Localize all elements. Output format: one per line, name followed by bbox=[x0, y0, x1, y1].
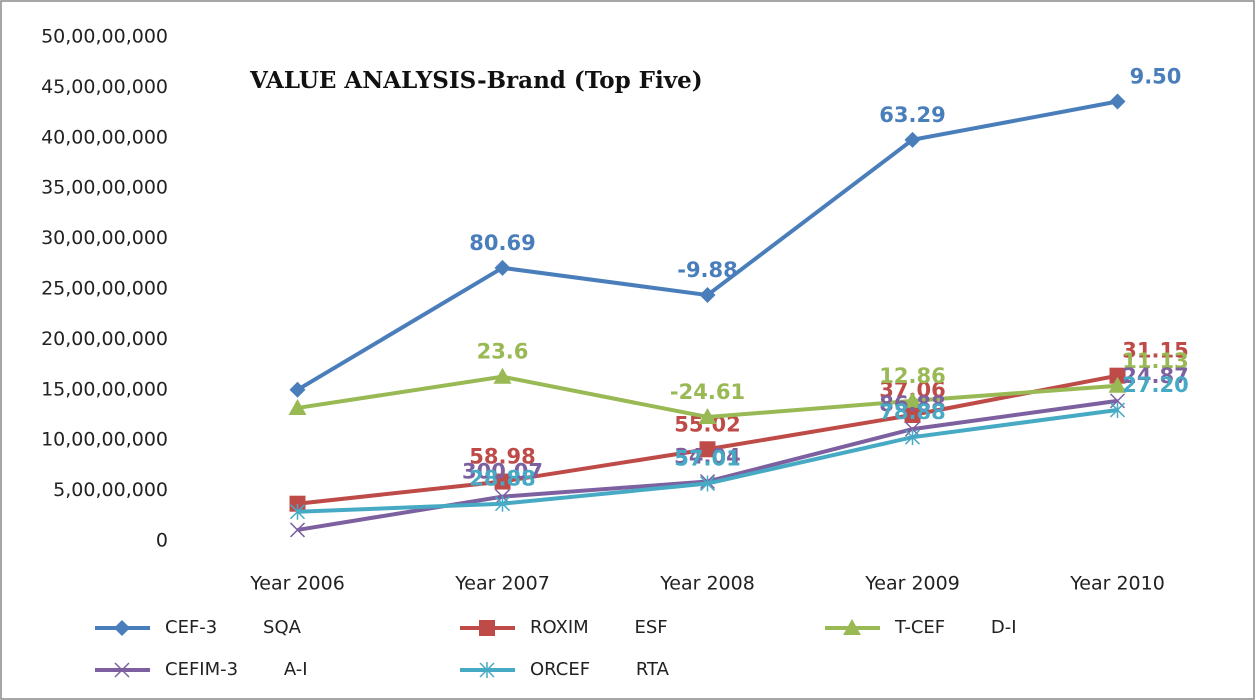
point-marker bbox=[1109, 367, 1126, 384]
point-marker bbox=[1108, 376, 1127, 393]
point-marker bbox=[904, 407, 921, 423]
point-marker bbox=[698, 408, 717, 425]
legend-marker bbox=[114, 620, 130, 636]
legend-label: ROXIM ESF bbox=[530, 617, 668, 638]
data-label: 63.29 bbox=[879, 103, 945, 127]
data-label: -9.88 bbox=[677, 258, 738, 282]
data-label: 24.87 bbox=[1122, 364, 1188, 388]
legend-label: T-CEF D-I bbox=[894, 617, 1017, 638]
point-marker bbox=[903, 391, 922, 408]
y-tick-label: 10,00,00,000 bbox=[41, 429, 168, 451]
legend-marker bbox=[843, 619, 861, 635]
data-label: 31.15 bbox=[1122, 339, 1188, 363]
point-marker bbox=[289, 381, 306, 398]
data-label: 9.50 bbox=[1130, 65, 1182, 89]
data-label: 28.88 bbox=[469, 467, 535, 491]
y-tick-label: 50,00,00,000 bbox=[41, 26, 168, 48]
y-tick-label: 20,00,00,000 bbox=[41, 328, 168, 350]
y-tick-label: 0 bbox=[156, 530, 168, 552]
x-tick-label: Year 2009 bbox=[864, 573, 960, 595]
point-marker bbox=[494, 473, 511, 490]
y-tick-label: 40,00,00,000 bbox=[41, 126, 168, 148]
point-marker bbox=[289, 503, 306, 520]
data-label: 34.04 bbox=[674, 445, 740, 469]
data-label: 300.07 bbox=[462, 460, 543, 484]
data-label: 58.98 bbox=[469, 445, 535, 469]
x-tick-label: Year 2007 bbox=[454, 573, 550, 595]
point-marker bbox=[493, 367, 512, 384]
point-marker bbox=[289, 522, 306, 538]
x-tick-label: Year 2008 bbox=[659, 573, 755, 595]
point-marker bbox=[904, 131, 921, 148]
x-tick-label: Year 2006 bbox=[249, 573, 345, 595]
y-tick-label: 45,00,00,000 bbox=[41, 76, 168, 98]
point-marker bbox=[1109, 93, 1126, 110]
x-tick-label: Year 2010 bbox=[1069, 573, 1165, 595]
data-label: 12.86 bbox=[879, 364, 945, 388]
point-marker bbox=[494, 259, 511, 276]
legend-marker bbox=[114, 662, 130, 678]
y-tick-label: 25,00,00,000 bbox=[41, 278, 168, 300]
chart-title: VALUE ANALYSIS-Brand (Top Five) bbox=[249, 67, 703, 94]
data-label: 11.13 bbox=[1122, 349, 1188, 373]
data-label: 86.88 bbox=[879, 392, 945, 416]
point-marker bbox=[699, 475, 716, 492]
y-tick-label: 15,00,00,000 bbox=[41, 378, 168, 400]
point-marker bbox=[904, 429, 921, 446]
data-label: 80.69 bbox=[469, 231, 535, 255]
point-marker bbox=[1109, 401, 1126, 418]
legend-label: CEFIM-3 A-I bbox=[165, 659, 308, 680]
data-label: 57.01 bbox=[674, 447, 740, 471]
data-label: 27.20 bbox=[1122, 373, 1188, 397]
point-marker bbox=[494, 495, 511, 512]
data-label: 78.88 bbox=[879, 400, 945, 424]
y-tick-label: 30,00,00,000 bbox=[41, 227, 168, 249]
point-marker bbox=[699, 441, 716, 458]
legend-label: ORCEF RTA bbox=[530, 659, 670, 680]
data-label: 23.6 bbox=[477, 340, 529, 364]
legend-label: CEF-3 SQA bbox=[165, 617, 302, 638]
point-marker bbox=[699, 287, 716, 304]
point-marker bbox=[288, 398, 307, 415]
y-tick-label: 5,00,00,000 bbox=[53, 479, 168, 501]
legend-marker bbox=[479, 620, 495, 636]
legend-marker bbox=[479, 662, 495, 678]
y-tick-label: 35,00,00,000 bbox=[41, 177, 168, 199]
data-label: -24.61 bbox=[670, 380, 745, 404]
point-marker bbox=[904, 421, 921, 437]
